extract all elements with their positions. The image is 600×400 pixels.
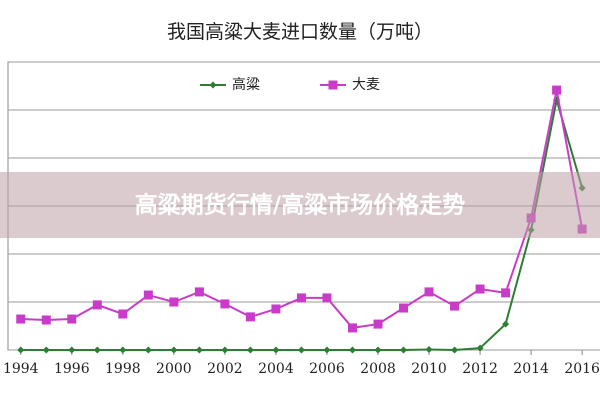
marker bbox=[424, 287, 434, 297]
marker bbox=[271, 304, 281, 314]
legend-marker bbox=[209, 81, 217, 89]
marker bbox=[296, 293, 306, 303]
marker bbox=[92, 300, 102, 310]
marker bbox=[272, 346, 280, 354]
marker bbox=[399, 303, 409, 313]
x-tick-label: 2006 bbox=[309, 361, 345, 377]
marker bbox=[170, 346, 178, 354]
x-tick-label: 2014 bbox=[513, 361, 549, 377]
marker bbox=[297, 346, 305, 354]
marker bbox=[323, 346, 331, 354]
x-tick-label: 2008 bbox=[360, 361, 396, 377]
marker bbox=[373, 319, 383, 329]
x-tick-label: 1998 bbox=[105, 361, 141, 377]
marker bbox=[119, 346, 127, 354]
marker bbox=[245, 312, 255, 322]
marker bbox=[450, 301, 460, 311]
marker bbox=[322, 293, 332, 303]
legend-marker bbox=[328, 80, 338, 90]
marker bbox=[451, 346, 459, 354]
x-tick-label: 1994 bbox=[3, 361, 39, 377]
marker bbox=[195, 346, 203, 354]
marker bbox=[67, 314, 77, 324]
marker bbox=[348, 346, 356, 354]
marker bbox=[552, 85, 562, 95]
marker bbox=[220, 299, 230, 309]
marker bbox=[425, 346, 433, 354]
marker bbox=[347, 323, 357, 333]
marker bbox=[42, 346, 50, 354]
x-tick-label: 1996 bbox=[54, 361, 90, 377]
marker bbox=[41, 315, 51, 325]
banner-text: 高粱期货行情/高粱市场价格走势 bbox=[135, 192, 465, 219]
marker bbox=[475, 284, 485, 294]
marker bbox=[194, 287, 204, 297]
x-tick-label: 2016 bbox=[564, 361, 600, 377]
legend-label: 大麦 bbox=[352, 77, 380, 93]
marker bbox=[169, 297, 179, 307]
x-tick-label: 2012 bbox=[462, 361, 498, 377]
marker bbox=[246, 346, 254, 354]
legend-label: 高粱 bbox=[232, 76, 260, 93]
x-tick-label: 2002 bbox=[207, 361, 243, 377]
marker bbox=[144, 346, 152, 354]
marker bbox=[17, 346, 25, 354]
marker bbox=[93, 346, 101, 354]
marker bbox=[501, 288, 511, 298]
chart-title: 我国高粱大麦进口数量（万吨） bbox=[167, 21, 433, 43]
x-tick-label: 2004 bbox=[258, 361, 294, 377]
marker bbox=[476, 344, 484, 352]
marker bbox=[68, 346, 76, 354]
marker bbox=[16, 314, 26, 324]
marker bbox=[400, 346, 408, 354]
x-tick-label: 2000 bbox=[156, 361, 192, 377]
marker bbox=[143, 290, 153, 300]
marker bbox=[221, 346, 229, 354]
marker bbox=[374, 346, 382, 354]
marker bbox=[502, 320, 510, 328]
marker bbox=[118, 309, 128, 319]
x-tick-label: 2010 bbox=[411, 361, 447, 377]
banner-band bbox=[0, 172, 600, 238]
